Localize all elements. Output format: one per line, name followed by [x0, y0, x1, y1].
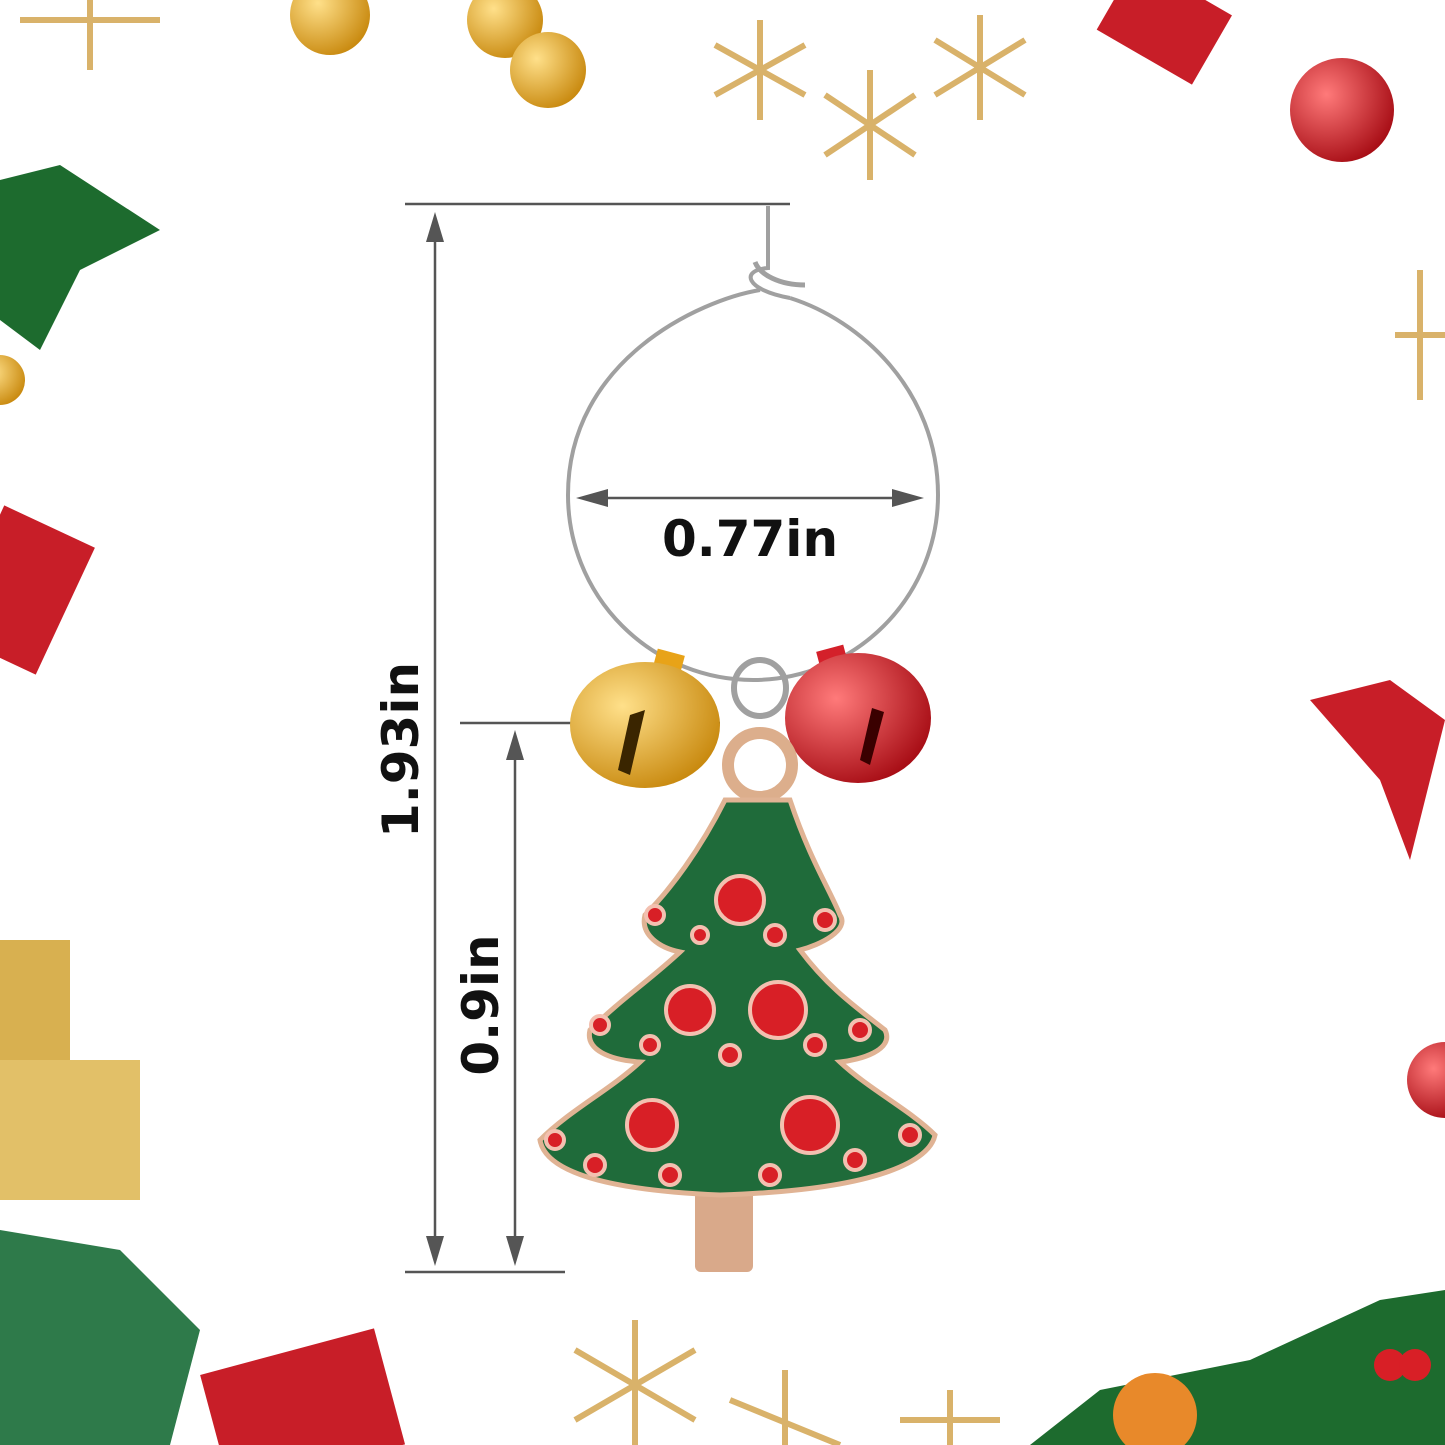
dimension-lines [405, 202, 924, 1274]
arrowhead-up [506, 730, 524, 760]
arrowhead-down [506, 1236, 524, 1266]
pine-branch [0, 1230, 200, 1445]
wine-charm-ring [565, 206, 941, 719]
gold-bell-ornament [290, 0, 370, 55]
arrowhead-right [892, 489, 924, 507]
gift-box [200, 1328, 406, 1445]
red-bow [1310, 680, 1445, 860]
jump-ring [731, 657, 789, 719]
tree-body [537, 797, 938, 1198]
red-ball-ornament [1290, 58, 1394, 162]
gift-box [0, 505, 95, 675]
gold-snowflakes [20, 0, 1445, 1445]
pendant-loop [722, 727, 798, 803]
tree-ornaments [544, 874, 922, 1187]
pendant-height-label: 0.9in [452, 934, 510, 1075]
gold-gift-box [0, 940, 70, 1060]
total-height-label: 1.93in [372, 662, 430, 838]
gold-ball-ornament [510, 32, 586, 108]
gold-ball-ornament [0, 355, 25, 405]
holly-leaves [0, 165, 160, 350]
red-berry [1374, 1349, 1406, 1381]
ring-width-label: 0.77in [662, 510, 838, 568]
arrowhead-left [576, 489, 608, 507]
christmas-tree-pendant [537, 727, 938, 1272]
red-jingle-bell [785, 644, 931, 783]
red-berry [1399, 1349, 1431, 1381]
gift-box [1096, 0, 1232, 85]
red-ball-ornament [1407, 1042, 1445, 1118]
gold-jingle-bell [570, 648, 720, 788]
arrowhead-down [426, 1236, 444, 1266]
gold-gift-box [0, 1060, 140, 1200]
orange-slice [1113, 1373, 1197, 1445]
tree-trunk [695, 1190, 753, 1272]
arrowhead-up [426, 212, 444, 242]
